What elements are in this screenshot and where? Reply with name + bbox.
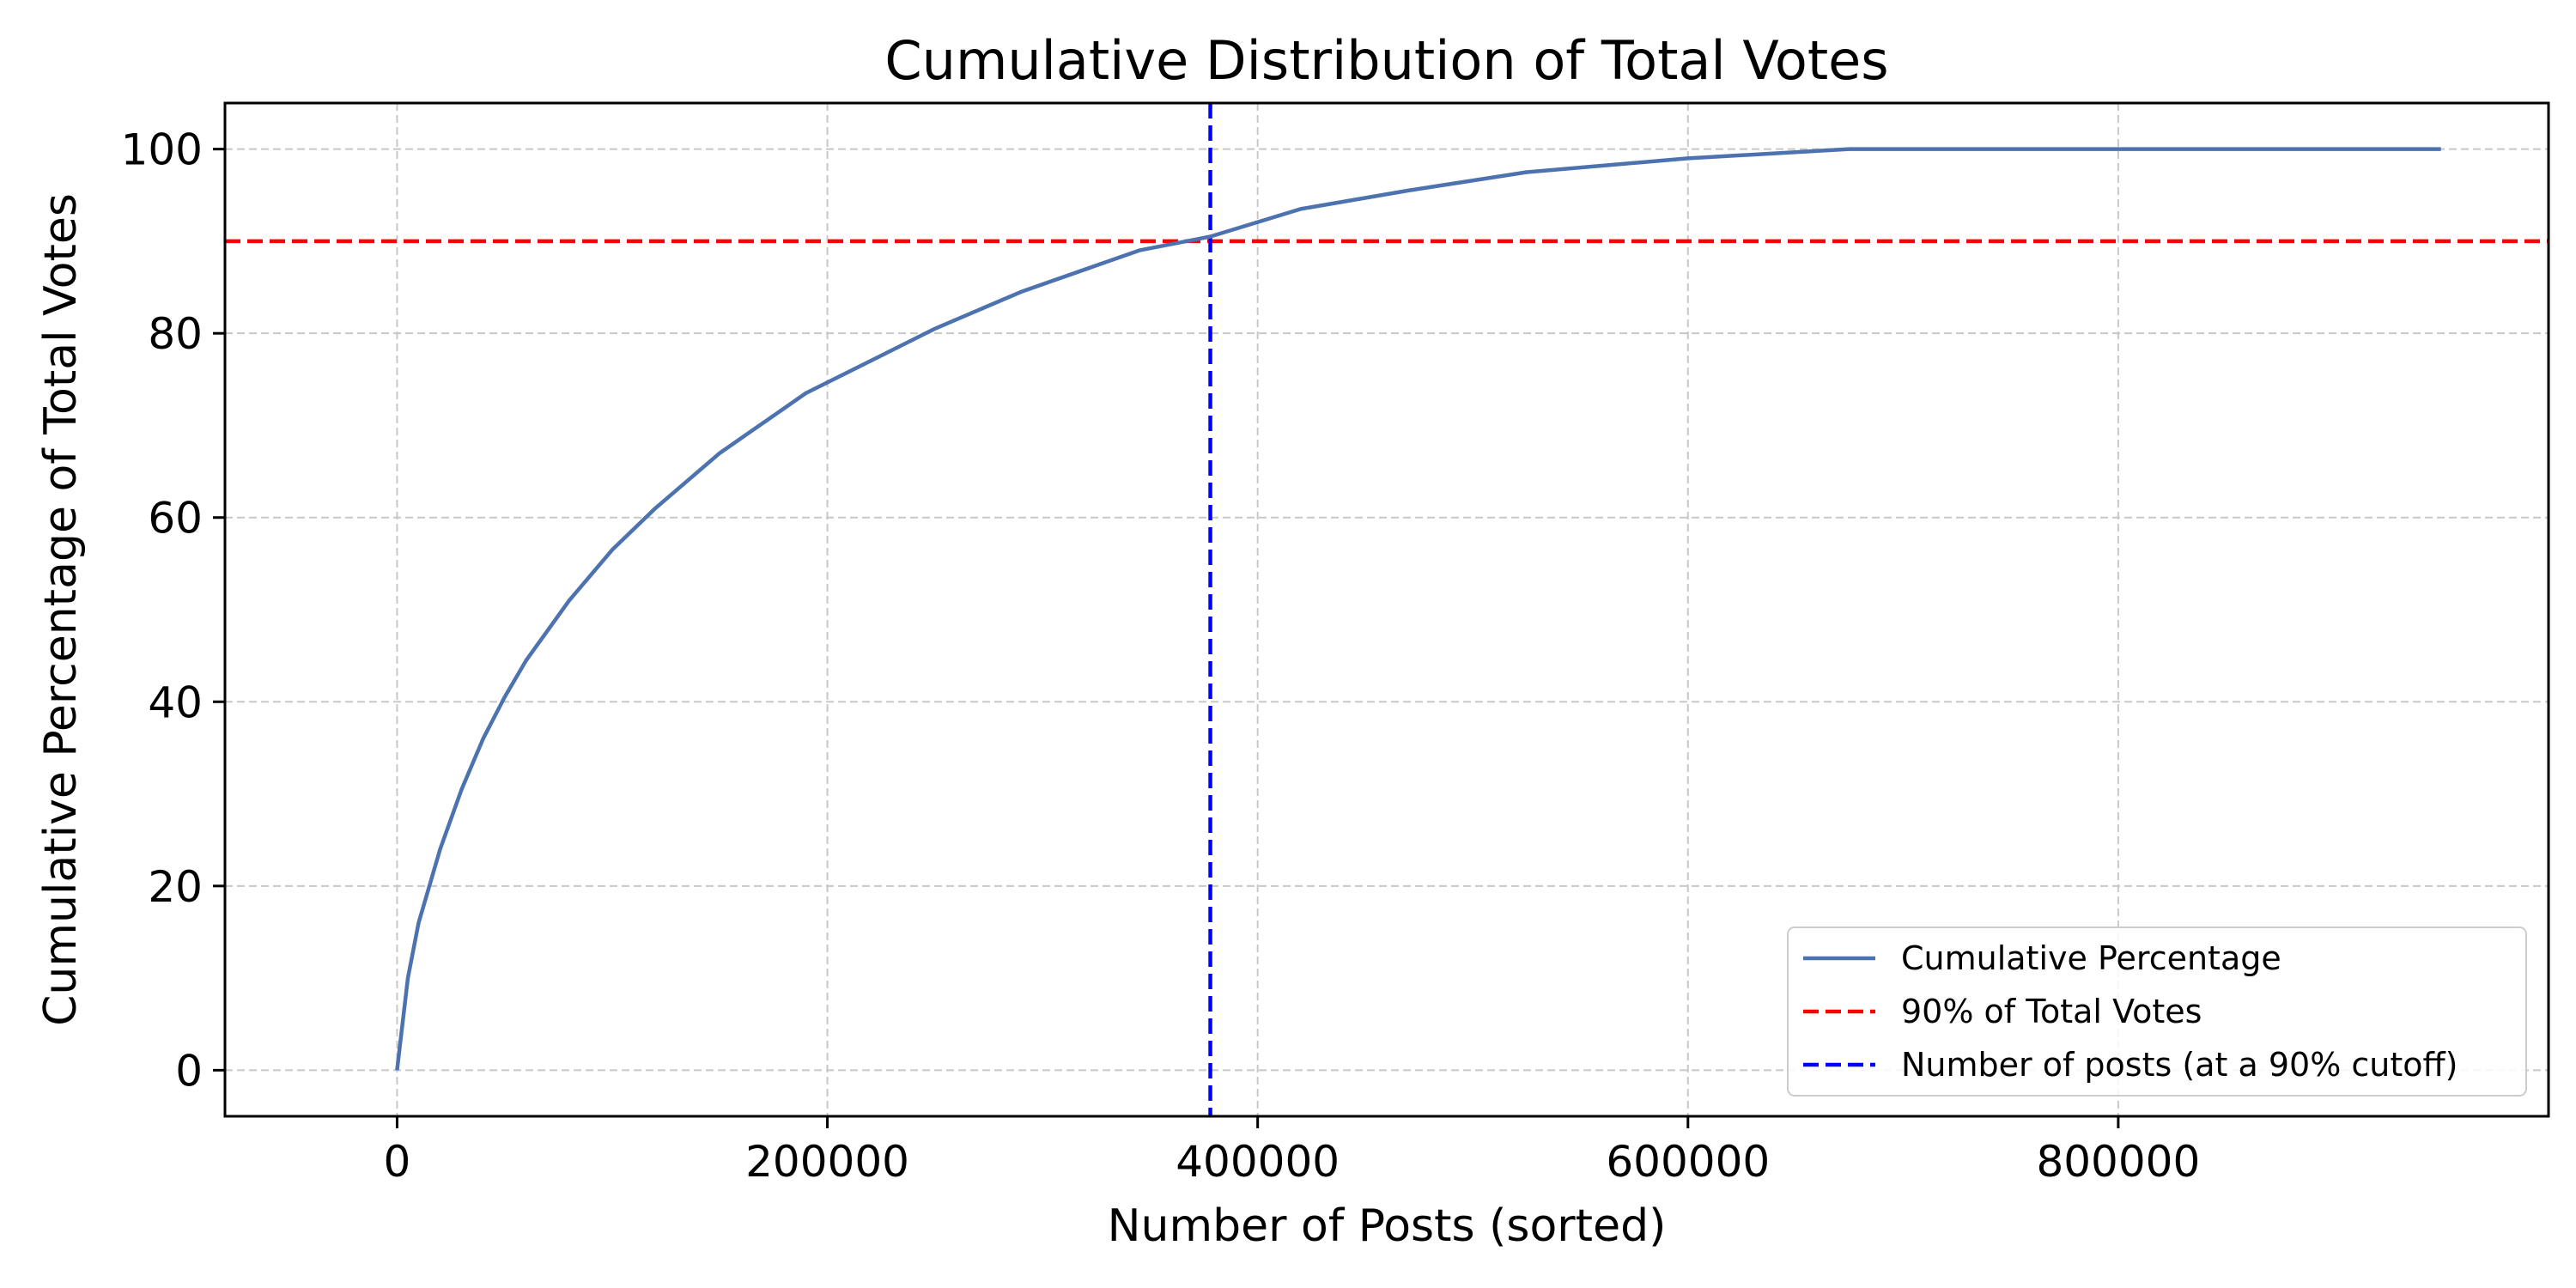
series-cumulative-line — [395, 147, 2441, 1071]
x-tick-label-0: 0 — [384, 1137, 411, 1187]
y-tick-label-0: 0 — [175, 1046, 203, 1096]
reference-lines — [225, 103, 2549, 1116]
x-axis-label: Number of Posts (sorted) — [1108, 1200, 1667, 1252]
y-tick-label-2: 40 — [148, 677, 203, 727]
y-axis-label: Cumulative Percentage of Total Votes — [35, 193, 87, 1026]
legend-label-1: 90% of Total Votes — [1901, 993, 2202, 1030]
legend-label-0: Cumulative Percentage — [1901, 939, 2281, 977]
legend: Cumulative Percentage 90% of Total Votes N… — [1787, 927, 2527, 1097]
y-tick-label-5: 100 — [121, 125, 203, 175]
y-tick-label-4: 80 — [148, 309, 203, 359]
legend-label-2: Number of posts (at a 90% cutoff) — [1901, 1046, 2458, 1084]
x-tick-label-2: 400000 — [1176, 1137, 1340, 1187]
axis-ticks: 0 200000 400000 600000 800000 0 20 40 60 80 100 — [121, 125, 2201, 1187]
legend-box — [1787, 927, 2527, 1097]
x-tick-label-4: 800000 — [2036, 1137, 2200, 1187]
y-tick-label-3: 60 — [148, 494, 203, 544]
plot-frame — [223, 101, 2550, 1118]
plot-series — [395, 147, 2441, 1071]
x-tick-label-3: 600000 — [1606, 1137, 1770, 1187]
x-tick-label-1: 200000 — [745, 1137, 909, 1187]
y-tick-label-1: 20 — [148, 862, 203, 912]
chart-title: Cumulative Distribution of Total Votes — [884, 29, 1888, 92]
